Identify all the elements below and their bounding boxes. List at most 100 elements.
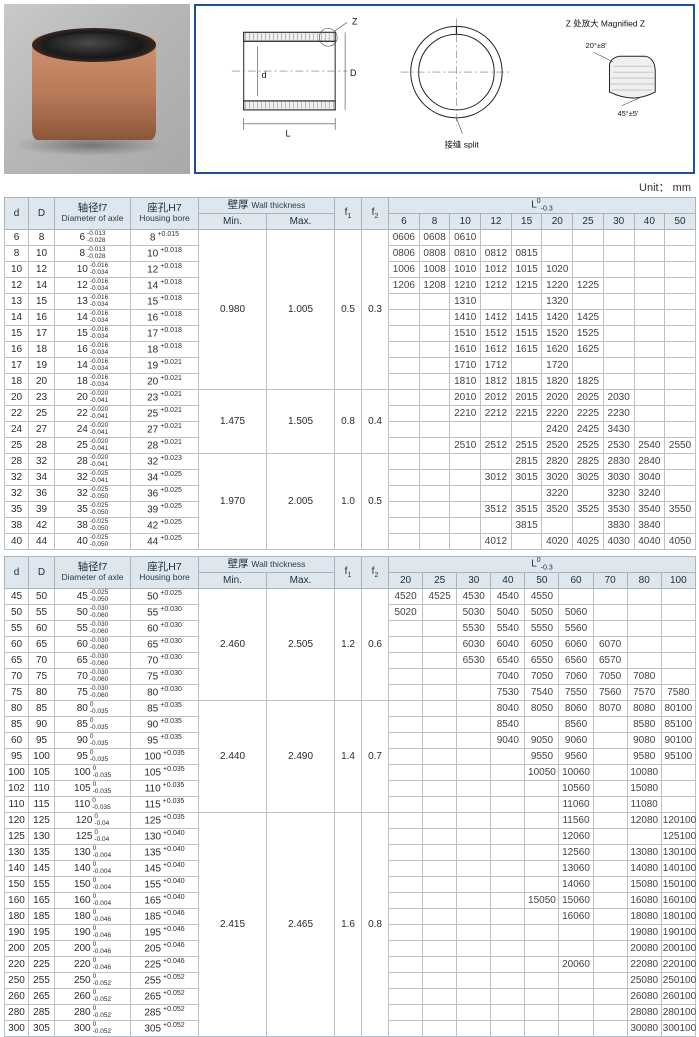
- cell-L-20: [541, 245, 574, 262]
- bore-nominal: 110: [144, 783, 161, 795]
- cell-d: 102: [4, 780, 29, 797]
- bore-nominal: 305: [144, 1023, 162, 1035]
- cell-D: 195: [28, 924, 55, 941]
- cell-d: 12: [4, 277, 29, 294]
- cell-wall-max: 2.465: [265, 812, 336, 1037]
- th2-wall-thickness: 壁厚 Wall thickness: [197, 556, 336, 573]
- cell-L-12: [480, 517, 512, 534]
- cell-housing-bore: 155 +0.040: [130, 876, 199, 893]
- cell-housing-bore: 90 +0.035: [130, 716, 199, 733]
- drawing-label-D: D: [350, 68, 357, 78]
- cell-L-50: [664, 453, 696, 470]
- cell-housing-bore: 55 +0.030: [130, 604, 199, 621]
- cell-L-15: 3515: [510, 501, 543, 518]
- axle-nominal: 8: [79, 248, 86, 260]
- bore-nominal: 195: [144, 927, 162, 939]
- cell-L-25: 1525: [572, 325, 604, 342]
- cell-housing-bore: 50 +0.025: [130, 588, 199, 605]
- cell-L-50: [524, 796, 560, 813]
- cell-L-8: [418, 485, 451, 502]
- axle-nominal: 65: [76, 655, 88, 667]
- table1-body: 6 8 6 -0.013 -0.028 8 +0.015 0.980 1.005 0.5 0.3 06…: [4, 229, 696, 550]
- cell-axle-diameter: 260 0 -0.052: [54, 988, 131, 1005]
- cell-L-40: [633, 405, 666, 422]
- cell-L-25: [422, 988, 458, 1005]
- axle-nominal: 150: [73, 879, 91, 891]
- cell-L-30: [602, 261, 635, 278]
- cell-d: 50: [4, 604, 29, 621]
- cell-L-6: [388, 405, 420, 422]
- cell-L-80: 8580: [626, 716, 662, 733]
- cell-L-8: [418, 293, 451, 310]
- bore-tolerance: +0.018: [160, 247, 182, 255]
- cell-L-50: [524, 812, 560, 829]
- cell-L-25: [422, 716, 458, 733]
- cell-L-8: [418, 373, 451, 390]
- cell-L-100: [660, 620, 696, 637]
- cell-wall-max: 2.005: [265, 453, 336, 550]
- axle-tolerance: -0.030 -0.060: [89, 621, 109, 635]
- cell-axle-diameter: 15 -0.016 -0.034: [54, 325, 131, 342]
- bore-tolerance: +0.035: [160, 702, 182, 710]
- cell-L-20: 2520: [541, 437, 574, 454]
- cell-L-20: [388, 988, 424, 1005]
- cell-L-25: 4525: [422, 588, 458, 605]
- th2-axle-en: Diameter of axle: [61, 572, 124, 583]
- cell-L-50: [664, 485, 696, 502]
- bore-nominal: 36: [147, 488, 159, 500]
- axle-tolerance: -0.030 -0.060: [89, 669, 109, 683]
- cell-d: 13: [4, 293, 29, 310]
- cell-L-60: 16060: [558, 908, 594, 925]
- cell-L-8: 1008: [418, 261, 451, 278]
- cell-L-80: [626, 652, 662, 669]
- th2-f2: f2: [361, 556, 390, 589]
- cell-axle-diameter: 60 -0.030 -0.060: [54, 636, 131, 653]
- cell-D: 16: [28, 309, 55, 326]
- bore-tolerance: +0.035: [162, 782, 185, 790]
- cell-d: 10: [4, 261, 29, 278]
- cell-L-25: [422, 796, 458, 813]
- axle-nominal: 28: [76, 456, 88, 468]
- cell-L-15: 2515: [510, 437, 543, 454]
- cell-L-80: 9080: [626, 732, 662, 749]
- table-row: 13 15 13 -0.016 -0.034 15 +0.018 1310 1320: [4, 293, 696, 310]
- cell-L-40: 4540: [490, 588, 526, 605]
- axle-nominal: 85: [76, 719, 88, 731]
- cell-d: 32: [4, 485, 29, 502]
- cell-housing-bore: 130 +0.040: [130, 828, 199, 845]
- cell-housing-bore: 15 +0.018: [130, 293, 199, 310]
- cell-axle-diameter: 65 -0.030 -0.060: [54, 652, 131, 669]
- cell-L-40: 3840: [633, 517, 666, 534]
- cell-L-30: [456, 892, 492, 909]
- cell-housing-bore: 42 +0.025: [130, 517, 199, 534]
- cell-L-15: 1015: [510, 261, 543, 278]
- cell-L-20: [388, 892, 424, 909]
- cell-L-70: [592, 892, 628, 909]
- th-f1-sub: 1: [347, 213, 352, 220]
- cell-L-6: [388, 453, 420, 470]
- cell-L-50: [664, 373, 696, 390]
- cell-L-30: [456, 780, 492, 797]
- bushing-illustration: [32, 28, 156, 146]
- axle-nominal: 24: [76, 424, 88, 436]
- cell-D: 17: [28, 325, 55, 342]
- bore-tolerance: +0.018: [160, 279, 182, 287]
- cell-axle-diameter: 75 -0.030 -0.060: [54, 684, 131, 701]
- cell-L-10: 2210: [449, 405, 482, 422]
- bore-nominal: 34: [147, 472, 159, 484]
- cell-axle-diameter: 95 0 -0.035: [54, 748, 131, 765]
- cell-d: 85: [4, 716, 29, 733]
- cell-L-30: 5030: [456, 604, 492, 621]
- cell-L-70: 6070: [592, 636, 628, 653]
- cell-L-30: [456, 1004, 492, 1021]
- cell-D: 265: [28, 988, 55, 1005]
- th-wall-min: Min.: [198, 213, 267, 230]
- cell-L-60: 8560: [558, 716, 594, 733]
- cell-L-30: [456, 972, 492, 989]
- cell-L-10: 2010: [449, 389, 482, 406]
- cell-axle-diameter: 40 -0.025 -0.050: [54, 533, 131, 550]
- table2-header-row-1: d D 轴径f7 Diameter of axle 座孔H7 Housing b…: [4, 556, 696, 589]
- cell-housing-bore: 19 +0.021: [130, 357, 199, 374]
- cell-L-60: 11560: [558, 812, 594, 829]
- cell-L-25: [422, 940, 458, 957]
